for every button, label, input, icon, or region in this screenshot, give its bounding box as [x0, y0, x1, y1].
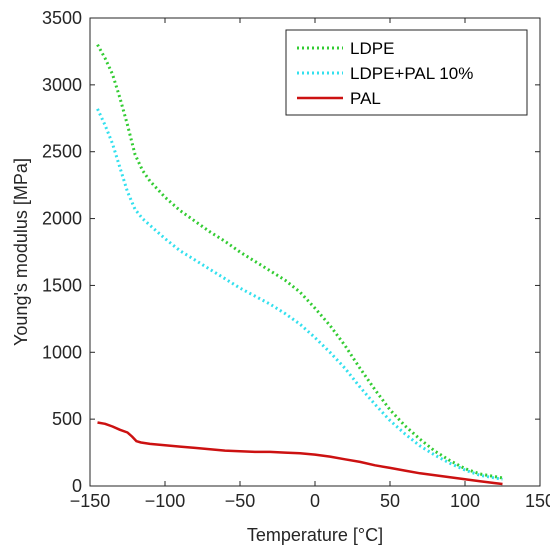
y-axis-label: Young's modulus [MPa]: [11, 158, 31, 346]
x-tick-label: −150: [70, 491, 111, 511]
x-tick-label: 0: [310, 491, 320, 511]
x-tick-label: 150: [525, 491, 550, 511]
y-tick-labels: 0 500 1000 1500 2000 2500 3000 3500: [42, 8, 82, 496]
y-tick-label: 3000: [42, 75, 82, 95]
legend: LDPE LDPE+PAL 10% PAL: [285, 29, 528, 116]
series-line-ldpe-pal-10-: [96, 108, 503, 481]
x-tick-label: −100: [145, 491, 186, 511]
y-tick-label: 0: [72, 476, 82, 496]
x-axis-label: Temperature [°C]: [247, 525, 383, 545]
series-layer: [96, 43, 503, 486]
legend-box: [285, 29, 528, 116]
series-line-ldpe: [96, 43, 503, 480]
y-tick-label: 2000: [42, 209, 82, 229]
legend-label: LDPE+PAL 10%: [350, 64, 473, 83]
x-tick-label: 50: [380, 491, 400, 511]
y-tick-label: 1000: [42, 342, 82, 362]
y-tick-label: 2500: [42, 142, 82, 162]
y-tick-label: 500: [52, 409, 82, 429]
legend-label: LDPE: [350, 39, 394, 58]
legend-label: PAL: [350, 89, 381, 108]
series-line-pal: [97, 421, 503, 486]
x-tick-label: −50: [225, 491, 256, 511]
tick-layer: [89, 17, 541, 487]
legend-entries: LDPE LDPE+PAL 10% PAL: [297, 39, 473, 108]
x-tick-label: 100: [450, 491, 480, 511]
y-tick-label: 3500: [42, 8, 82, 28]
x-tick-labels: −150 −100 −50 0 50 100 150: [70, 491, 550, 511]
y-tick-label: 1500: [42, 275, 82, 295]
